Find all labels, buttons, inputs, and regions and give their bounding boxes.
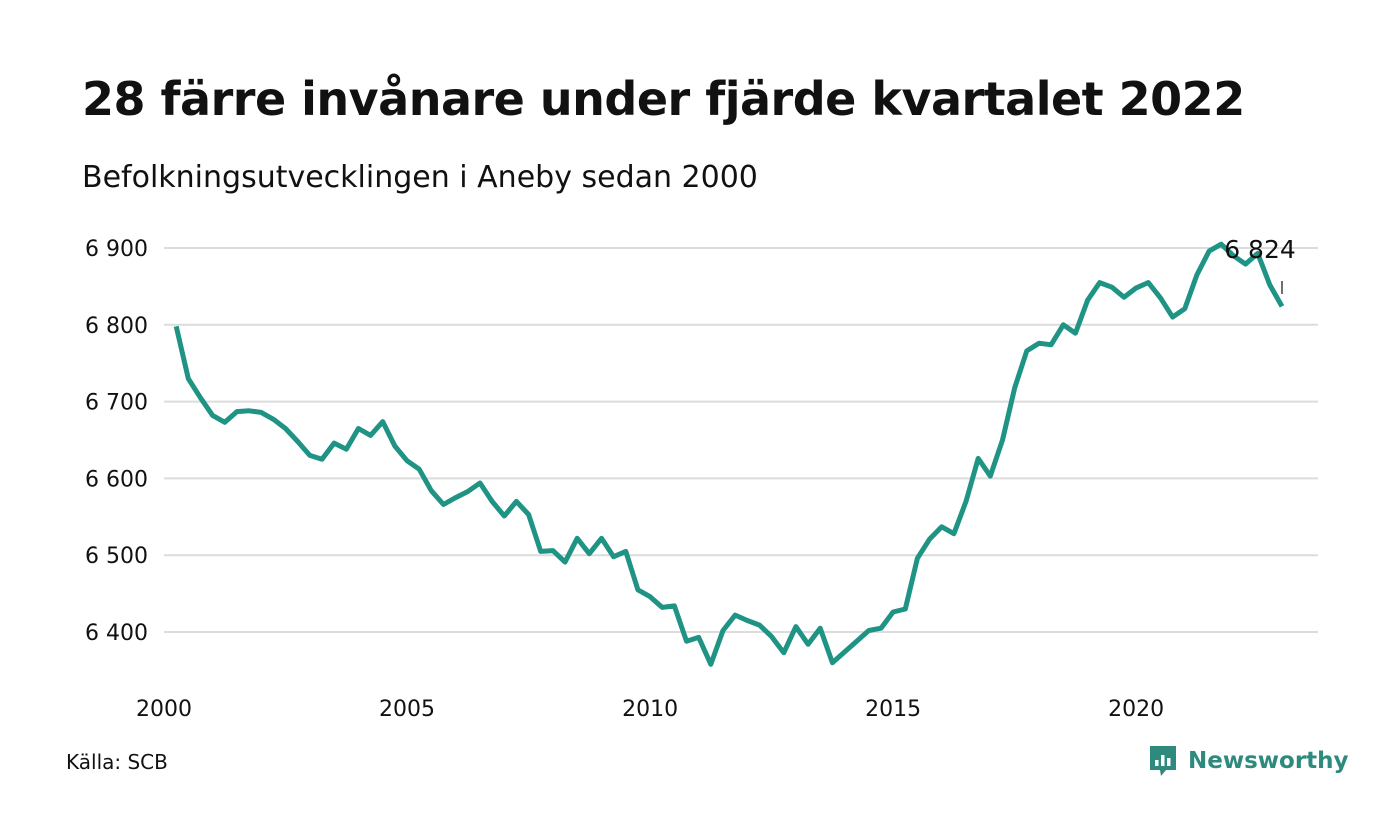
y-tick-label: 6 700: [85, 391, 148, 416]
last-value-label: 6 824: [1224, 235, 1296, 264]
grid-lines: [164, 247, 1318, 633]
y-tick-label: 6 800: [85, 314, 148, 339]
x-tick-label: 2000: [136, 697, 192, 722]
x-tick-label: 2005: [379, 697, 435, 722]
y-tick-label: 6 500: [85, 544, 148, 569]
x-tick-label: 2010: [622, 697, 678, 722]
chart-title: 28 färre invånare under fjärde kvartalet…: [82, 72, 1245, 126]
chart-subtitle: Befolkningsutvecklingen i Aneby sedan 20…: [82, 160, 758, 195]
population-line: [173, 241, 1285, 667]
source-note: Källa: SCB: [66, 750, 168, 774]
brand-name: Newsworthy: [1188, 748, 1349, 774]
x-tick-label: 2015: [865, 697, 921, 722]
y-tick-label: 6 900: [85, 237, 148, 262]
y-axis-tick-labels: 6 400 6 500 6 600 6 700 6 800 6 900: [85, 237, 148, 646]
x-axis-tick-labels: 2000 2005 2010 2015 2020: [136, 697, 1164, 722]
y-tick-label: 6 400: [85, 621, 148, 646]
chart-bubble-icon: [1150, 746, 1176, 776]
x-tick-label: 2020: [1108, 697, 1164, 722]
newsworthy-logo[interactable]: Newsworthy: [1148, 744, 1349, 778]
y-tick-label: 6 600: [85, 467, 148, 492]
